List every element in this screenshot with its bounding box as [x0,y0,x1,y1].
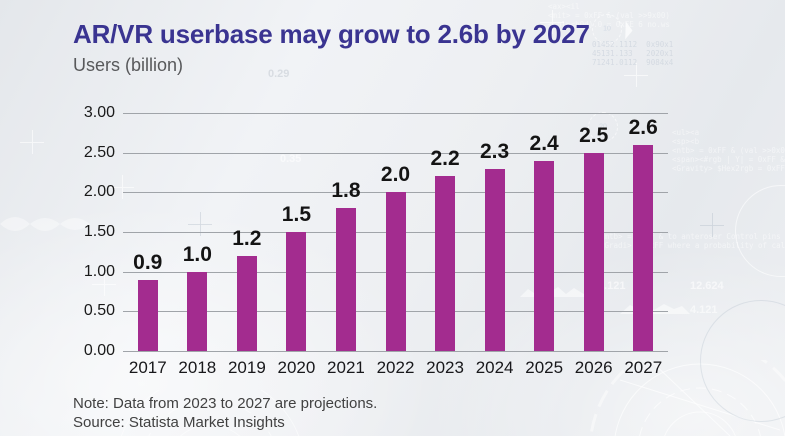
value-label-2017: 0.9 [133,250,163,274]
hex-text-decoration: 01452.1112 0x90x1 45131.133 2020x1 71241… [592,40,674,67]
bar-slot: 2.3 [470,113,520,351]
y-tick-label: 3.00 [83,104,115,121]
bar-2021 [335,208,356,351]
y-tick-label: 1.00 [83,262,115,280]
bar-2020 [286,232,307,351]
metric-decoration: 12.624 [690,280,724,292]
bar-2018 [187,271,208,351]
bar-slot: 2.6 [618,113,668,351]
crosshair-decoration [700,213,724,237]
x-tick-label-2027: 2027 [624,358,663,377]
bar-2022 [385,192,406,351]
note-text: Note: Data from 2023 to 2027 are project… [73,395,378,412]
triangle-decoration [625,21,633,40]
value-label-2020: 1.5 [281,203,312,226]
x-tick-label-2025: 2025 [525,358,564,377]
value-label-2023: 2.2 [430,147,460,171]
x-tick-label-2026: 2026 [574,358,613,377]
value-label-2025: 2.4 [529,131,559,155]
ring-decoration [700,300,785,422]
chart-subtitle: Users (billion) [73,55,184,75]
y-tick-label: 2.00 [83,183,115,201]
value-label-2022: 2.0 [380,163,411,187]
bar-2026 [583,152,604,351]
bar-slot: 1.2 [222,113,272,351]
bar-slot: 0.9 [123,113,173,351]
bar-2024 [484,168,505,351]
x-tick-label-2022: 2022 [376,358,415,377]
value-label-2021: 1.8 [331,179,361,203]
bar-slot: 2.5 [569,113,619,351]
x-tick-label-2020: 2020 [277,358,316,377]
bar-slot: 1.5 [272,113,322,351]
code-text-decoration: <ul><a <sp><b <ntb> = 0xFF & (val >>0x00… [672,128,785,173]
bar-2025 [534,160,555,351]
y-tick-label: 2.50 [83,143,115,161]
plot-area: 0.9 1.0 1.2 1.5 1.8 2.0 2.2 2.3 2.4 2.5 2.6 [123,113,668,352]
y-axis-labels: 3.00 2.50 2.00 1.50 1.00 0.50 0.00 [0,104,115,359]
value-label-2019: 1.2 [232,226,262,250]
metric-decoration: 4.121 [690,304,718,316]
metric-decoration: 0.29 [268,68,290,80]
y-tick-label: 0.00 [83,342,115,359]
value-label-2018: 1.0 [182,242,212,266]
bar-slot: 2.4 [519,113,569,351]
bar-slots: 0.9 1.0 1.2 1.5 1.8 2.0 2.2 2.3 2.4 2.5 2.6 [123,113,668,351]
bar-2023 [435,176,456,351]
bar-2019 [236,255,257,351]
gridline [123,152,668,154]
value-label-2024: 2.3 [479,139,510,163]
bar-slot: 1.0 [173,113,223,351]
source-text: Source: Statista Market Insights [73,414,285,431]
x-tick-label-2017: 2017 [128,358,167,377]
x-tick-label-2021: 2021 [327,358,365,377]
bar-2027 [633,144,654,351]
bar-2017 [137,279,158,351]
gridline [123,113,668,114]
y-tick-label: 1.50 [83,223,115,240]
bar-slot: 2.0 [371,113,421,351]
x-tick-label-2018: 2018 [178,358,217,377]
crosshair-decoration [624,63,648,87]
ring-decoration [735,185,785,277]
x-tick-label-2019: 2019 [227,358,266,377]
x-axis-labels: 2017 2018 2019 2020 2021 2022 2023 2024 2025 2026… [123,358,668,378]
bar-slot: 1.8 [321,113,371,351]
gauge-icon: 10 [592,14,622,44]
bar-slot: 2.2 [420,113,470,351]
y-tick-label: 0.50 [83,302,115,320]
gauge-value: 10 [603,25,611,33]
x-tick-label-2024: 2024 [475,358,514,377]
x-tick-label-2023: 2023 [426,358,464,377]
chart-title: AR/VR userbase may grow to 2.6b by 2027 [73,19,590,49]
value-label-2026: 2.5 [579,123,609,147]
gridline [123,351,668,352]
value-label-2027: 2.6 [628,115,658,139]
